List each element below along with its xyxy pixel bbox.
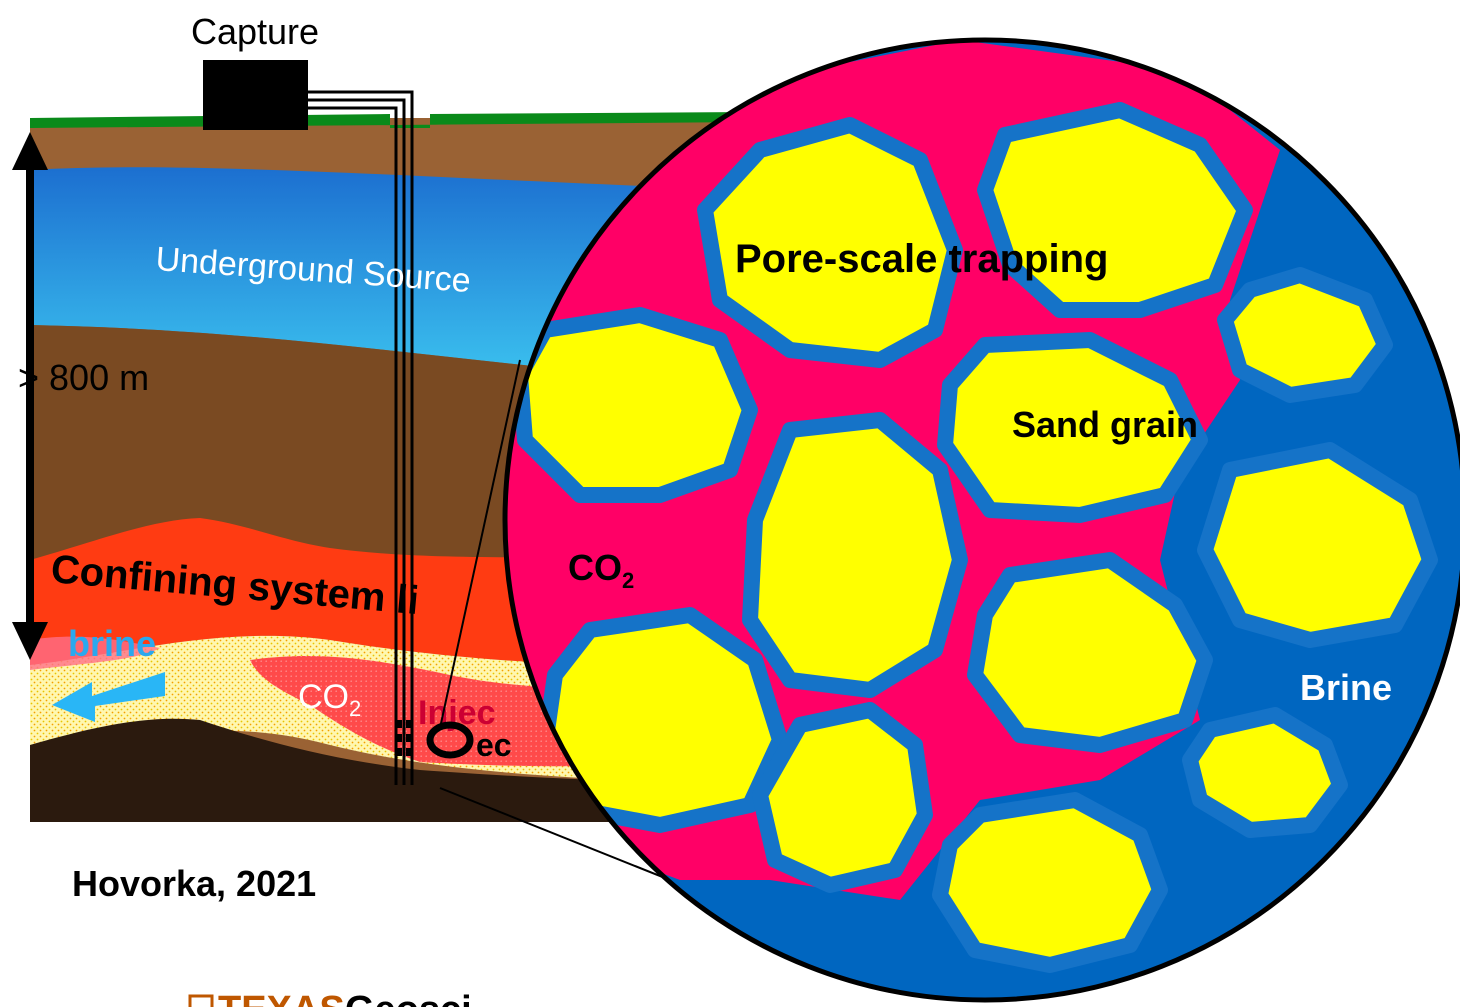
co2-pipeline bbox=[308, 90, 414, 785]
university-logo: TEXAS Geosci bbox=[188, 989, 472, 1007]
brine-pore-label: Brine bbox=[1300, 667, 1392, 708]
sand-grain-label: Sand grain bbox=[1012, 404, 1198, 445]
brine-pink-band bbox=[30, 636, 160, 670]
capture-facility bbox=[203, 60, 308, 130]
zoom-line-upper bbox=[439, 359, 521, 729]
co2-pore-subscript: 2 bbox=[622, 568, 634, 593]
brine-left-label: brine bbox=[68, 623, 156, 664]
sand-grain bbox=[1217, 267, 1393, 403]
sand-grain bbox=[932, 792, 1168, 973]
co2-plume-label: CO2 bbox=[298, 678, 361, 721]
sand-grain bbox=[537, 607, 788, 833]
sand-grain bbox=[752, 702, 933, 893]
depth-label: > 800 m bbox=[18, 357, 149, 398]
sand-grain bbox=[977, 102, 1253, 318]
logo-partial-text: Geosci bbox=[345, 989, 472, 1007]
pore-trapping-label: Pore-scale trapping bbox=[735, 237, 1108, 281]
sand-grains bbox=[512, 102, 1438, 973]
zoom-origin-marker bbox=[426, 721, 474, 759]
sand-grain bbox=[1197, 442, 1438, 648]
brine-flow-arrow bbox=[52, 672, 165, 722]
capture-label: Capture bbox=[191, 11, 319, 52]
sand-grain bbox=[512, 307, 758, 503]
basement-layer bbox=[30, 718, 750, 822]
sand-grain bbox=[697, 117, 963, 368]
sand-grain bbox=[1182, 707, 1348, 838]
co2-plume-subscript: 2 bbox=[349, 696, 361, 721]
injection-partial-label-2: ec bbox=[476, 727, 512, 763]
injection-perforations bbox=[396, 720, 412, 756]
depth-arrow bbox=[12, 132, 48, 660]
co2-pore-text: CO bbox=[568, 547, 622, 588]
credit-label: Hovorka, 2021 bbox=[72, 863, 316, 904]
pore-circle-outline bbox=[502, 37, 1460, 1003]
co2-pore-label: CO2 bbox=[568, 547, 634, 593]
logo-text: TEXAS bbox=[218, 989, 345, 1007]
pore-scale-zoom: Pore-scale trapping Sand grain CO2 Brine bbox=[502, 37, 1460, 1003]
sand-grain bbox=[937, 332, 1208, 523]
sand-grain bbox=[967, 552, 1213, 753]
sand-grain bbox=[742, 412, 968, 698]
co2-plume-text: CO bbox=[298, 678, 349, 716]
